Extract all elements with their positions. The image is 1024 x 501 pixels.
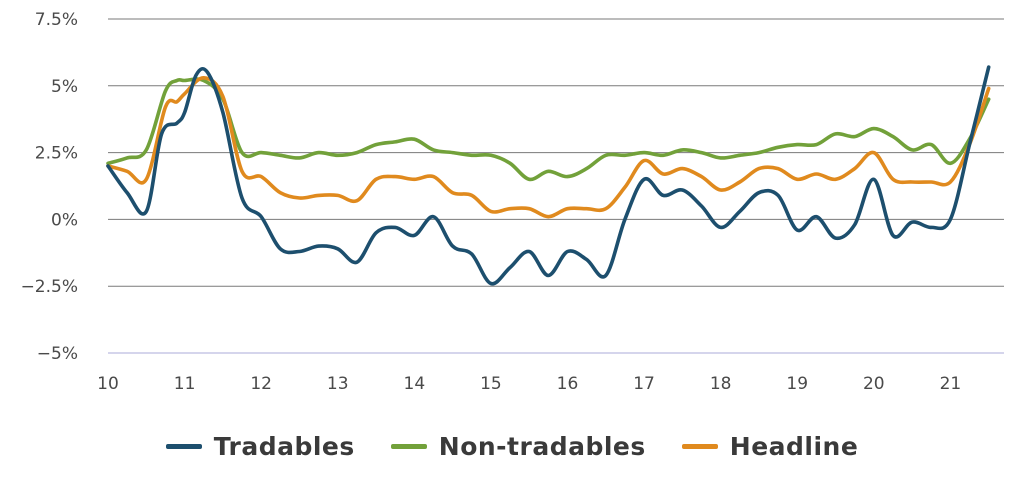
legend-swatch <box>681 444 718 449</box>
series-line-headline <box>106 76 991 219</box>
x-tick-label: 16 <box>557 374 579 394</box>
x-tick-label: 21 <box>940 374 962 394</box>
x-tick-label: 12 <box>250 374 272 394</box>
y-tick-label: −2.5% <box>21 277 78 297</box>
y-tick-label: −5% <box>37 344 78 364</box>
y-tick-label: 2.5% <box>35 144 78 164</box>
x-tick-label: 11 <box>174 374 196 394</box>
legend-swatch <box>165 444 202 449</box>
x-tick-label: 17 <box>633 374 655 394</box>
legend-label: Tradables <box>213 432 355 461</box>
legend-item-non-tradables: Non-tradables <box>390 432 646 461</box>
y-tick-label: 0% <box>51 210 78 230</box>
series-line-tradables <box>106 65 991 286</box>
x-tick-label: 15 <box>480 374 502 394</box>
legend-label: Headline <box>729 432 859 461</box>
y-tick-label: 5% <box>51 77 78 97</box>
series-line-non-tradables <box>106 77 991 182</box>
x-tick-label: 13 <box>327 374 349 394</box>
legend-label: Non-tradables <box>438 432 646 461</box>
x-tick-label: 19 <box>786 374 808 394</box>
legend-swatch <box>390 444 427 449</box>
x-tick-label: 20 <box>863 374 885 394</box>
y-tick-label: 7.5% <box>35 10 78 30</box>
legend-item-tradables: Tradables <box>165 432 355 461</box>
x-tick-label: 14 <box>404 374 426 394</box>
chart-legend: Tradables Non-tradables Headline <box>0 432 1024 461</box>
line-chart: 7.5% 5% 2.5% 0% −2.5% −5% 10 11 12 13 14 15 16 17 18 19… <box>21 10 1004 394</box>
legend-item-headline: Headline <box>681 432 859 461</box>
x-tick-label: 10 <box>97 374 119 394</box>
x-tick-label: 18 <box>710 374 732 394</box>
